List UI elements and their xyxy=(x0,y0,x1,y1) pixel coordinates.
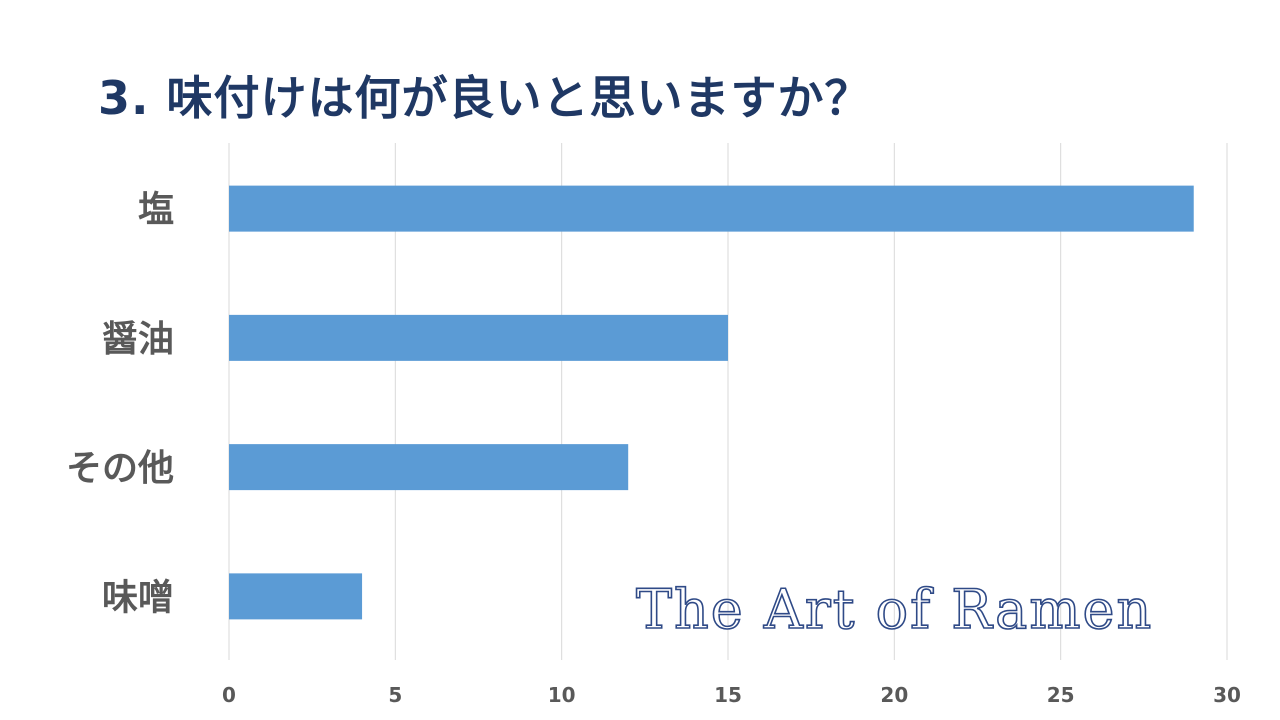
bar-0 xyxy=(229,185,1194,232)
x-tick-label: 5 xyxy=(388,683,402,707)
chart-title: 3. 味付けは何が良いと思いますか？ xyxy=(98,71,872,125)
bar-2 xyxy=(229,444,629,491)
bars xyxy=(229,185,1194,620)
x-tick-labels: 0 5 10 15 20 25 30 xyxy=(222,683,1241,707)
x-tick-label: 15 xyxy=(714,683,742,707)
category-label: 味噌 xyxy=(102,577,174,618)
category-label: その他 xyxy=(66,448,174,489)
x-tick-label: 30 xyxy=(1213,683,1241,707)
x-tick-label: 0 xyxy=(222,683,236,707)
x-tick-label: 20 xyxy=(880,683,908,707)
category-label: 塩 xyxy=(138,190,174,231)
bar-3 xyxy=(229,573,363,620)
x-tick-label: 10 xyxy=(548,683,576,707)
watermark-logo-text: The Art of Ramen xyxy=(635,577,1154,642)
x-tick-label: 25 xyxy=(1047,683,1075,707)
category-label: 醤油 xyxy=(102,319,174,360)
bar-1 xyxy=(229,314,728,361)
